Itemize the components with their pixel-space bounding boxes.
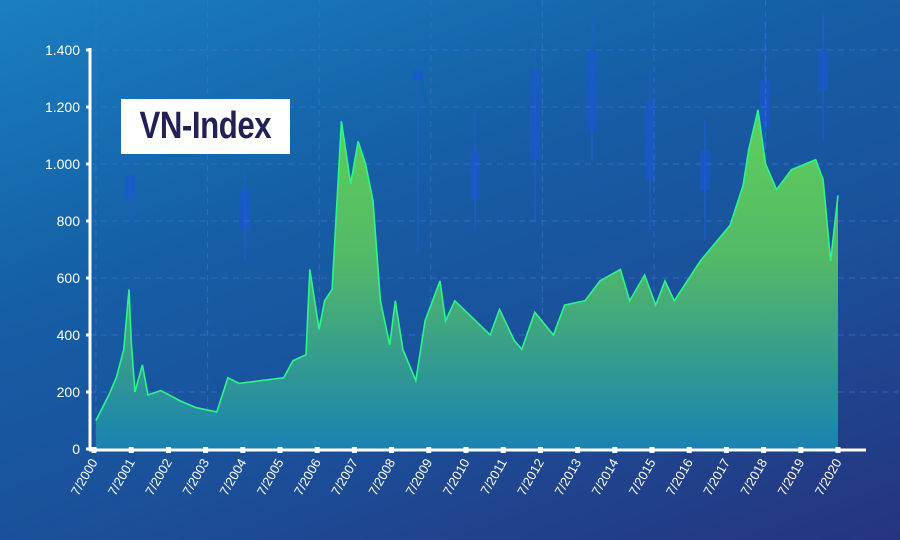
x-tick-label: 7/2016 — [663, 456, 696, 498]
x-tick-mark — [91, 447, 97, 453]
x-tick-label: 7/2019 — [775, 456, 808, 498]
y-tick-mark — [86, 219, 89, 223]
x-tick-mark — [686, 447, 692, 453]
y-tick-mark — [86, 105, 89, 109]
x-tick-mark — [761, 447, 767, 453]
candlestick-body — [413, 70, 423, 80]
y-tick-mark — [86, 447, 89, 451]
x-tick-mark — [537, 447, 543, 453]
y-tick-mark — [86, 48, 89, 52]
x-tick-label: 7/2013 — [551, 456, 584, 498]
x-tick-label: 7/2004 — [217, 456, 250, 498]
x-tick-mark — [612, 447, 618, 453]
y-tick-label: 600 — [57, 270, 81, 286]
y-tick-label: 0 — [72, 441, 80, 457]
candlestick-body — [700, 150, 710, 190]
y-tick-label: 400 — [57, 327, 81, 343]
chart-title-box: VN-Index — [121, 99, 290, 154]
y-tick-label: 200 — [57, 384, 81, 400]
x-tick-labels: 7/2000 7/2001 7/2002 7/2003 7/2004 7/2005 7/20… — [68, 456, 845, 498]
x-tick-label: 7/2014 — [589, 456, 622, 498]
y-tick-label: 1.000 — [45, 156, 80, 172]
y-tick-mark — [86, 333, 89, 337]
x-tick-mark — [649, 447, 655, 453]
x-tick-mark — [203, 447, 209, 453]
x-tick-label: 7/2017 — [700, 456, 733, 498]
x-tick-label: 7/2001 — [105, 456, 138, 498]
candlestick-body — [125, 175, 135, 200]
x-tick-label: 7/2003 — [179, 456, 212, 498]
y-tick-mark — [86, 390, 89, 394]
x-tick-mark — [314, 447, 320, 453]
candlestick-body — [818, 50, 828, 90]
candlestick-body — [760, 80, 770, 130]
axes — [86, 48, 866, 453]
chart-title: VN-Index — [139, 105, 272, 147]
x-tick-mark — [240, 447, 246, 453]
x-tick-mark — [277, 447, 283, 453]
x-tick-label: 7/2002 — [142, 456, 175, 498]
candlestick-body — [240, 190, 250, 230]
x-tick-mark — [835, 447, 841, 453]
x-tick-label: 7/2000 — [68, 456, 101, 498]
x-tick-label: 7/2007 — [328, 456, 361, 498]
x-tick-mark — [723, 447, 729, 453]
x-tick-label: 7/2011 — [477, 456, 509, 497]
y-tick-labels: 0 200 400 600 800 1.000 1.200 1.400 — [45, 42, 80, 457]
x-tick-label: 7/2012 — [514, 456, 547, 498]
x-tick-label: 7/2018 — [737, 456, 770, 498]
x-tick-mark — [351, 447, 357, 453]
y-tick-mark — [86, 276, 89, 280]
index-line — [95, 109, 839, 421]
x-tick-label: 7/2015 — [626, 456, 659, 498]
x-tick-label: 7/2009 — [403, 456, 436, 498]
y-tick-mark — [86, 162, 89, 166]
y-tick-label: 1.200 — [45, 99, 80, 115]
x-tick-label: 7/2020 — [812, 456, 845, 498]
candlestick-body — [645, 100, 655, 180]
x-tick-label: 7/2008 — [365, 456, 398, 498]
x-tick-mark — [165, 447, 171, 453]
y-tick-label: 1.400 — [45, 42, 80, 58]
x-tick-mark — [575, 447, 581, 453]
x-tick-mark — [389, 447, 395, 453]
x-tick-label: 7/2010 — [440, 456, 473, 498]
candlestick-body — [470, 150, 480, 200]
candlestick-body — [530, 70, 540, 160]
candlestick-body — [587, 50, 597, 130]
x-tick-mark — [426, 447, 432, 453]
x-tick-mark — [128, 447, 134, 453]
x-tick-label: 7/2006 — [291, 456, 324, 498]
x-tick-mark — [500, 447, 506, 453]
x-tick-label: 7/2005 — [254, 456, 287, 498]
x-tick-mark — [463, 447, 469, 453]
decorative-candlesticks — [125, 10, 828, 260]
y-tick-label: 800 — [57, 213, 81, 229]
x-tick-mark — [798, 447, 804, 453]
index-area — [95, 109, 839, 450]
